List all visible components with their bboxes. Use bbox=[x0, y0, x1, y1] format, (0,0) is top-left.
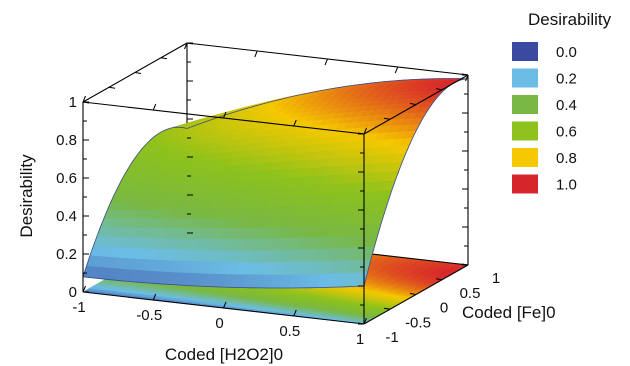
x-tick bbox=[152, 293, 157, 301]
axis-ticks: 0 0.2 0.4 0.6 0.8 1 -1 -0.5 0 0.5 1 -1 -0.5 0 0.5 1 bbox=[56, 42, 500, 348]
legend-label: 0.6 bbox=[556, 124, 577, 141]
x-tick-label: -0.5 bbox=[136, 307, 162, 324]
legend-swatch bbox=[512, 148, 538, 167]
legend-label: 1.0 bbox=[556, 177, 577, 194]
x-tick-label: 0.5 bbox=[279, 323, 300, 340]
y-axis-title: Coded [Fe]0 bbox=[462, 303, 556, 322]
y-tick bbox=[435, 88, 443, 91]
x-tick bbox=[223, 301, 227, 309]
y-tick bbox=[108, 86, 116, 89]
y-tick bbox=[82, 101, 90, 104]
y-tick bbox=[134, 72, 142, 74]
x-axis-title: Coded [H2O2]0 bbox=[165, 345, 283, 364]
x-tick bbox=[152, 103, 157, 111]
z-tick-label: 0 bbox=[69, 284, 77, 301]
legend: Desirability 0.0 0.2 0.4 0.6 0.8 1.0 bbox=[512, 10, 612, 194]
y-tick bbox=[357, 322, 365, 325]
x-tick bbox=[82, 285, 86, 293]
y-tick bbox=[461, 73, 469, 76]
z-tick-label: 0.6 bbox=[56, 170, 77, 187]
y-tick bbox=[357, 132, 365, 135]
y-tick bbox=[383, 117, 391, 120]
z-tick-label: 0.2 bbox=[56, 246, 77, 263]
z-tick-label: 0.8 bbox=[56, 132, 77, 149]
legend-label: 0.0 bbox=[556, 44, 577, 61]
x-tick bbox=[223, 111, 227, 119]
x-tick bbox=[184, 42, 188, 50]
y-tick-label: -0.5 bbox=[405, 314, 431, 331]
x-tick bbox=[293, 309, 297, 317]
y-tick-label: -1 bbox=[385, 329, 398, 346]
legend-swatch bbox=[512, 174, 538, 194]
y-tick bbox=[409, 103, 417, 105]
response-surface bbox=[82, 78, 469, 289]
y-tick bbox=[186, 42, 194, 45]
x-tick-label: -1 bbox=[72, 299, 85, 316]
y-tick-label: 0.5 bbox=[460, 285, 481, 302]
legend-swatch bbox=[512, 95, 538, 114]
z-tick-label: 1 bbox=[69, 94, 77, 111]
x-tick bbox=[363, 127, 367, 135]
x-tick bbox=[394, 66, 399, 74]
x-tick bbox=[363, 317, 367, 325]
legend-label: 0.4 bbox=[556, 97, 577, 114]
z-tick-label: 0.4 bbox=[56, 208, 77, 225]
x-tick-label: 1 bbox=[356, 331, 364, 348]
legend-label: 0.8 bbox=[556, 150, 577, 167]
legend-swatch bbox=[512, 42, 538, 61]
legend-swatch bbox=[512, 121, 538, 141]
x-tick-label: 0 bbox=[215, 315, 223, 332]
legend-title: Desirability bbox=[528, 10, 612, 29]
legend-label: 0.2 bbox=[556, 71, 577, 88]
y-tick bbox=[383, 307, 391, 310]
legend-swatch bbox=[512, 68, 538, 88]
y-tick bbox=[435, 278, 443, 281]
x-tick bbox=[82, 95, 86, 103]
y-tick-label: 1 bbox=[492, 270, 500, 287]
x-tick bbox=[293, 119, 297, 127]
y-tick bbox=[461, 263, 469, 266]
x-tick bbox=[254, 50, 258, 58]
y-tick bbox=[160, 57, 168, 60]
y-tick-label: 0 bbox=[440, 300, 448, 317]
x-tick bbox=[465, 74, 469, 82]
x-tick bbox=[324, 58, 328, 66]
y-tick bbox=[409, 293, 417, 295]
z-axis-title: Desirability bbox=[17, 154, 36, 238]
